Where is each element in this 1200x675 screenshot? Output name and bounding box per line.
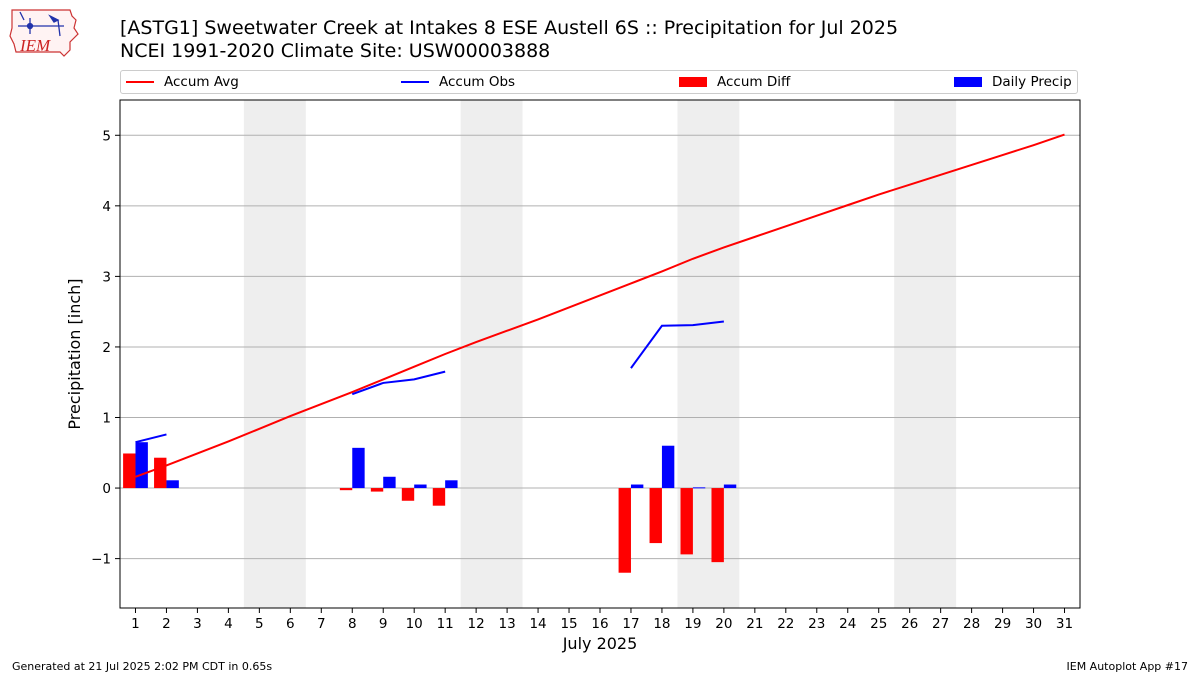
accum-diff-bar	[711, 488, 724, 563]
weather-station-icon	[18, 11, 64, 37]
legend-label-daily-precip: Daily Precip	[992, 74, 1072, 90]
accum-obs-line-1	[351, 370, 446, 396]
legend-swatch-accum-avg	[126, 81, 154, 83]
accum-avg-line	[135, 133, 1065, 478]
plot-frame	[119, 99, 1081, 609]
daily-precip-bar	[692, 487, 706, 489]
x-tick-label: 31	[1056, 616, 1073, 632]
x-tick-label: 24	[839, 616, 856, 632]
x-tick-label: 23	[808, 616, 825, 632]
x-tick-label: 19	[684, 616, 701, 632]
accum-diff-bar	[339, 488, 353, 491]
x-tick-label: 6	[286, 616, 295, 632]
y-tick-label: 3	[102, 269, 111, 285]
y-tick-label: 4	[102, 199, 111, 215]
x-tick-label: 13	[499, 616, 516, 632]
x-tick-label: 18	[653, 616, 670, 632]
x-tick-label: 20	[715, 616, 732, 632]
y-tick-label: 2	[102, 340, 111, 356]
x-tick-label: 10	[406, 616, 423, 632]
iem-logo: IEM	[9, 9, 79, 57]
legend: Accum Avg Accum Obs Accum Diff Daily Pre…	[120, 70, 1078, 94]
daily-precip-bar	[723, 484, 737, 489]
legend-item-accum-avg: Accum Avg	[126, 71, 239, 93]
accum-obs-line-0	[135, 433, 167, 444]
x-tick-label: 8	[348, 616, 357, 632]
x-tick-label: 17	[622, 616, 639, 632]
x-tick-label: 30	[1025, 616, 1042, 632]
legend-item-accum-diff: Accum Diff	[679, 71, 790, 93]
x-tick-label: 15	[560, 616, 577, 632]
accum-diff-bar	[123, 453, 136, 489]
legend-label-accum-diff: Accum Diff	[717, 74, 791, 90]
autoplot-app-label: IEM Autoplot App #17	[1066, 660, 1189, 673]
accum-diff-bar	[432, 488, 446, 506]
accum-obs-line-2	[630, 320, 724, 369]
legend-label-accum-avg: Accum Avg	[164, 74, 239, 90]
x-tick-label: 22	[777, 616, 794, 632]
x-tick-label: 16	[591, 616, 608, 632]
y-tick-label: 1	[102, 411, 111, 427]
x-tick-label: 2	[162, 616, 171, 632]
x-tick-label: 29	[994, 616, 1011, 632]
accum-diff-bar	[649, 488, 662, 544]
accum-diff-bar	[618, 488, 631, 573]
accum-diff-bar	[680, 488, 693, 555]
x-tick-label: 4	[224, 616, 233, 632]
daily-precip-bar	[414, 484, 427, 489]
x-tick-label: 21	[746, 616, 763, 632]
weekend-shade-0	[243, 100, 306, 608]
logo-text: IEM	[19, 36, 51, 55]
daily-precip-bar	[383, 476, 396, 489]
daily-precip-bar	[445, 480, 458, 489]
x-axis-label: July 2025	[562, 634, 638, 653]
legend-label-accum-obs: Accum Obs	[439, 74, 516, 90]
accum-diff-bar	[401, 488, 415, 501]
x-tick-label: 7	[317, 616, 326, 632]
y-tick-label: 0	[102, 481, 111, 497]
legend-swatch-accum-diff	[679, 77, 707, 87]
y-tick-label: −1	[91, 552, 111, 568]
legend-swatch-daily-precip	[954, 77, 982, 87]
legend-swatch-accum-obs	[401, 81, 429, 83]
x-tick-label: 9	[379, 616, 388, 632]
daily-precip-bar	[135, 442, 148, 489]
daily-precip-bar	[630, 484, 644, 489]
legend-item-accum-obs: Accum Obs	[401, 71, 515, 93]
generated-timestamp: Generated at 21 Jul 2025 2:02 PM CDT in …	[12, 660, 273, 673]
chart-subtitle: NCEI 1991-2020 Climate Site: USW00003888	[120, 40, 551, 62]
x-tick-label: 1	[131, 616, 140, 632]
legend-item-daily-precip: Daily Precip	[954, 71, 1072, 93]
x-tick-label: 12	[468, 616, 485, 632]
x-tick-label: 3	[193, 616, 202, 632]
daily-precip-bar	[352, 447, 365, 489]
x-tick-label: 26	[901, 616, 918, 632]
weekend-shade-1	[460, 100, 523, 608]
x-tick-label: 5	[255, 616, 264, 632]
y-tick-label: 5	[102, 128, 111, 144]
x-tick-label: 25	[870, 616, 887, 632]
chart-title: [ASTG1] Sweetwater Creek at Intakes 8 ES…	[120, 17, 899, 39]
iowa-outline-icon	[9, 9, 79, 57]
x-tick-label: 27	[932, 616, 949, 632]
accum-diff-bar	[154, 457, 167, 489]
daily-precip-bar	[661, 445, 675, 489]
weekend-shade-3	[894, 100, 957, 608]
x-tick-label: 28	[963, 616, 980, 632]
x-tick-label: 14	[529, 616, 546, 632]
accum-diff-bar	[370, 488, 384, 492]
x-tick-label: 11	[437, 616, 454, 632]
daily-precip-bar	[166, 480, 179, 489]
y-axis-label: Precipitation [inch]	[65, 278, 84, 429]
